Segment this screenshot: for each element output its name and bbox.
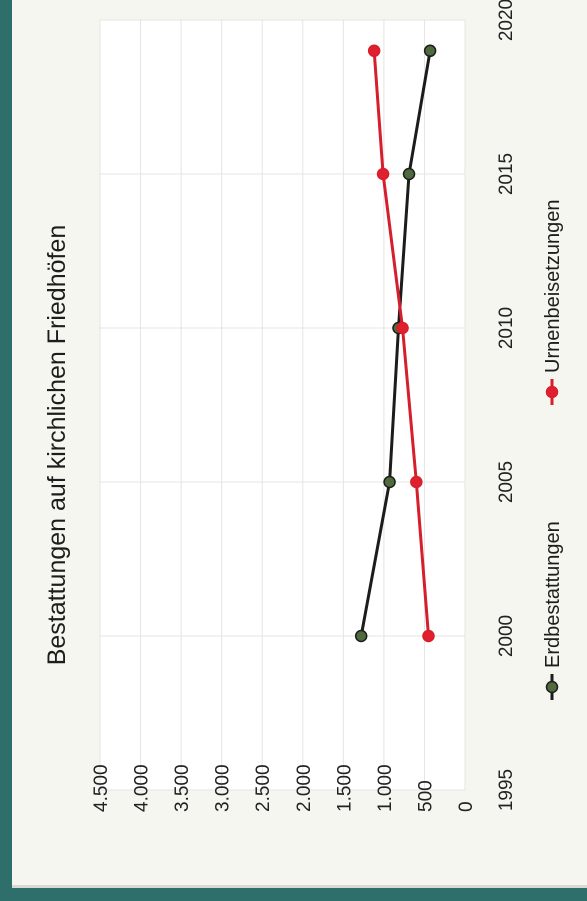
- data-point: [402, 167, 416, 181]
- legend-label: Erdbestattungen: [542, 521, 564, 668]
- y-tick-label: 3.500: [172, 764, 193, 812]
- data-point: [423, 44, 437, 58]
- x-tick-label: 2010: [496, 307, 517, 349]
- x-tick-label: 1995: [496, 769, 517, 811]
- legend-label: Urnenbeisetzungen: [542, 200, 564, 373]
- data-point: [367, 44, 381, 58]
- y-tick-label: 0: [456, 801, 477, 812]
- y-axis-tick-labels: 0 500 1.000 1.500 2.000 2.500 3.000 3.500 4.000 4…: [91, 764, 477, 812]
- gridlines: [99, 19, 466, 791]
- y-tick-label: 4.500: [91, 764, 112, 812]
- data-point: [410, 475, 423, 489]
- data-point: [383, 475, 396, 489]
- x-tick-label: 2000: [496, 615, 517, 657]
- y-tick-label: 3.000: [213, 764, 234, 812]
- y-tick-label: 2.000: [294, 764, 315, 812]
- x-tick-label: 2015: [496, 153, 517, 195]
- legend-item: Erdbestattungen: [542, 521, 564, 700]
- legend-marker: [545, 680, 559, 694]
- chart-title: Bestattungen auf kirchlichen Friedhöfen: [43, 225, 71, 666]
- y-tick-label: 4.000: [132, 764, 153, 812]
- data-point: [376, 167, 390, 181]
- y-tick-label: 500: [415, 780, 436, 812]
- series-layer: [354, 44, 437, 643]
- x-tick-label: 2005: [496, 461, 517, 503]
- y-tick-label: 1.500: [334, 764, 355, 812]
- series-1: [367, 44, 435, 643]
- data-point: [422, 629, 435, 643]
- line-chart: 0 500 1.000 1.500 2.000 2.500 3.000 3.500 4.000 4…: [43, 0, 564, 812]
- data-point: [396, 321, 409, 335]
- chart-paper: 0 500 1.000 1.500 2.000 2.500 3.000 3.500 4.000 4…: [12, 0, 587, 888]
- x-tick-label: 2020: [496, 0, 517, 41]
- legend-item: Urnenbeisetzungen: [542, 200, 564, 405]
- plot-area: [99, 19, 466, 791]
- y-tick-label: 2.500: [253, 764, 274, 812]
- data-point: [354, 629, 368, 643]
- legend: Erdbestattungen Urnenbeisetzungen: [542, 200, 564, 700]
- x-axis-tick-labels: 1995 2000 2005 2010 2015 2020: [496, 0, 517, 811]
- y-tick-label: 1.000: [375, 764, 396, 812]
- legend-marker: [545, 385, 559, 399]
